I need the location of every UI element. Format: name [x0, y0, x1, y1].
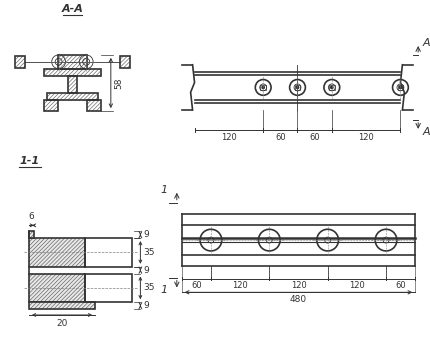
Text: 1-1: 1-1 — [19, 156, 39, 166]
Text: 35: 35 — [143, 248, 154, 257]
Text: 60: 60 — [309, 133, 319, 142]
Bar — [47, 93, 98, 100]
Bar — [260, 85, 265, 90]
Bar — [29, 231, 34, 238]
Text: 60: 60 — [394, 282, 405, 290]
Text: 1: 1 — [160, 285, 168, 295]
Text: A: A — [421, 127, 429, 137]
Circle shape — [398, 86, 401, 89]
Bar — [44, 100, 58, 111]
Bar — [87, 100, 101, 111]
Text: A-A: A-A — [61, 3, 83, 14]
Bar — [85, 238, 132, 267]
Circle shape — [261, 86, 264, 89]
Text: 120: 120 — [290, 282, 306, 290]
Bar — [29, 238, 85, 267]
Text: 60: 60 — [190, 282, 201, 290]
Text: 9: 9 — [143, 301, 149, 310]
Text: 1: 1 — [160, 185, 168, 195]
Text: 120: 120 — [348, 282, 364, 290]
Bar — [294, 85, 300, 90]
Text: 120: 120 — [221, 133, 236, 142]
Bar — [29, 274, 85, 302]
Text: 120: 120 — [232, 282, 247, 290]
Bar — [120, 56, 129, 68]
Circle shape — [330, 86, 332, 89]
Bar — [44, 69, 101, 75]
Bar — [15, 56, 25, 68]
Bar — [397, 85, 402, 90]
Bar — [29, 302, 95, 309]
Circle shape — [296, 86, 298, 89]
Text: 9: 9 — [143, 230, 149, 239]
Text: 6: 6 — [28, 212, 34, 221]
Bar — [329, 85, 334, 90]
Text: A: A — [421, 38, 429, 48]
Bar — [68, 75, 77, 93]
Text: 35: 35 — [143, 283, 154, 292]
Text: 60: 60 — [274, 133, 285, 142]
Text: 20: 20 — [56, 319, 68, 328]
Text: 9: 9 — [143, 266, 149, 275]
Text: 480: 480 — [289, 295, 306, 304]
Text: 120: 120 — [357, 133, 373, 142]
Bar — [58, 55, 87, 69]
Text: 58: 58 — [114, 77, 123, 89]
Bar — [85, 274, 132, 302]
